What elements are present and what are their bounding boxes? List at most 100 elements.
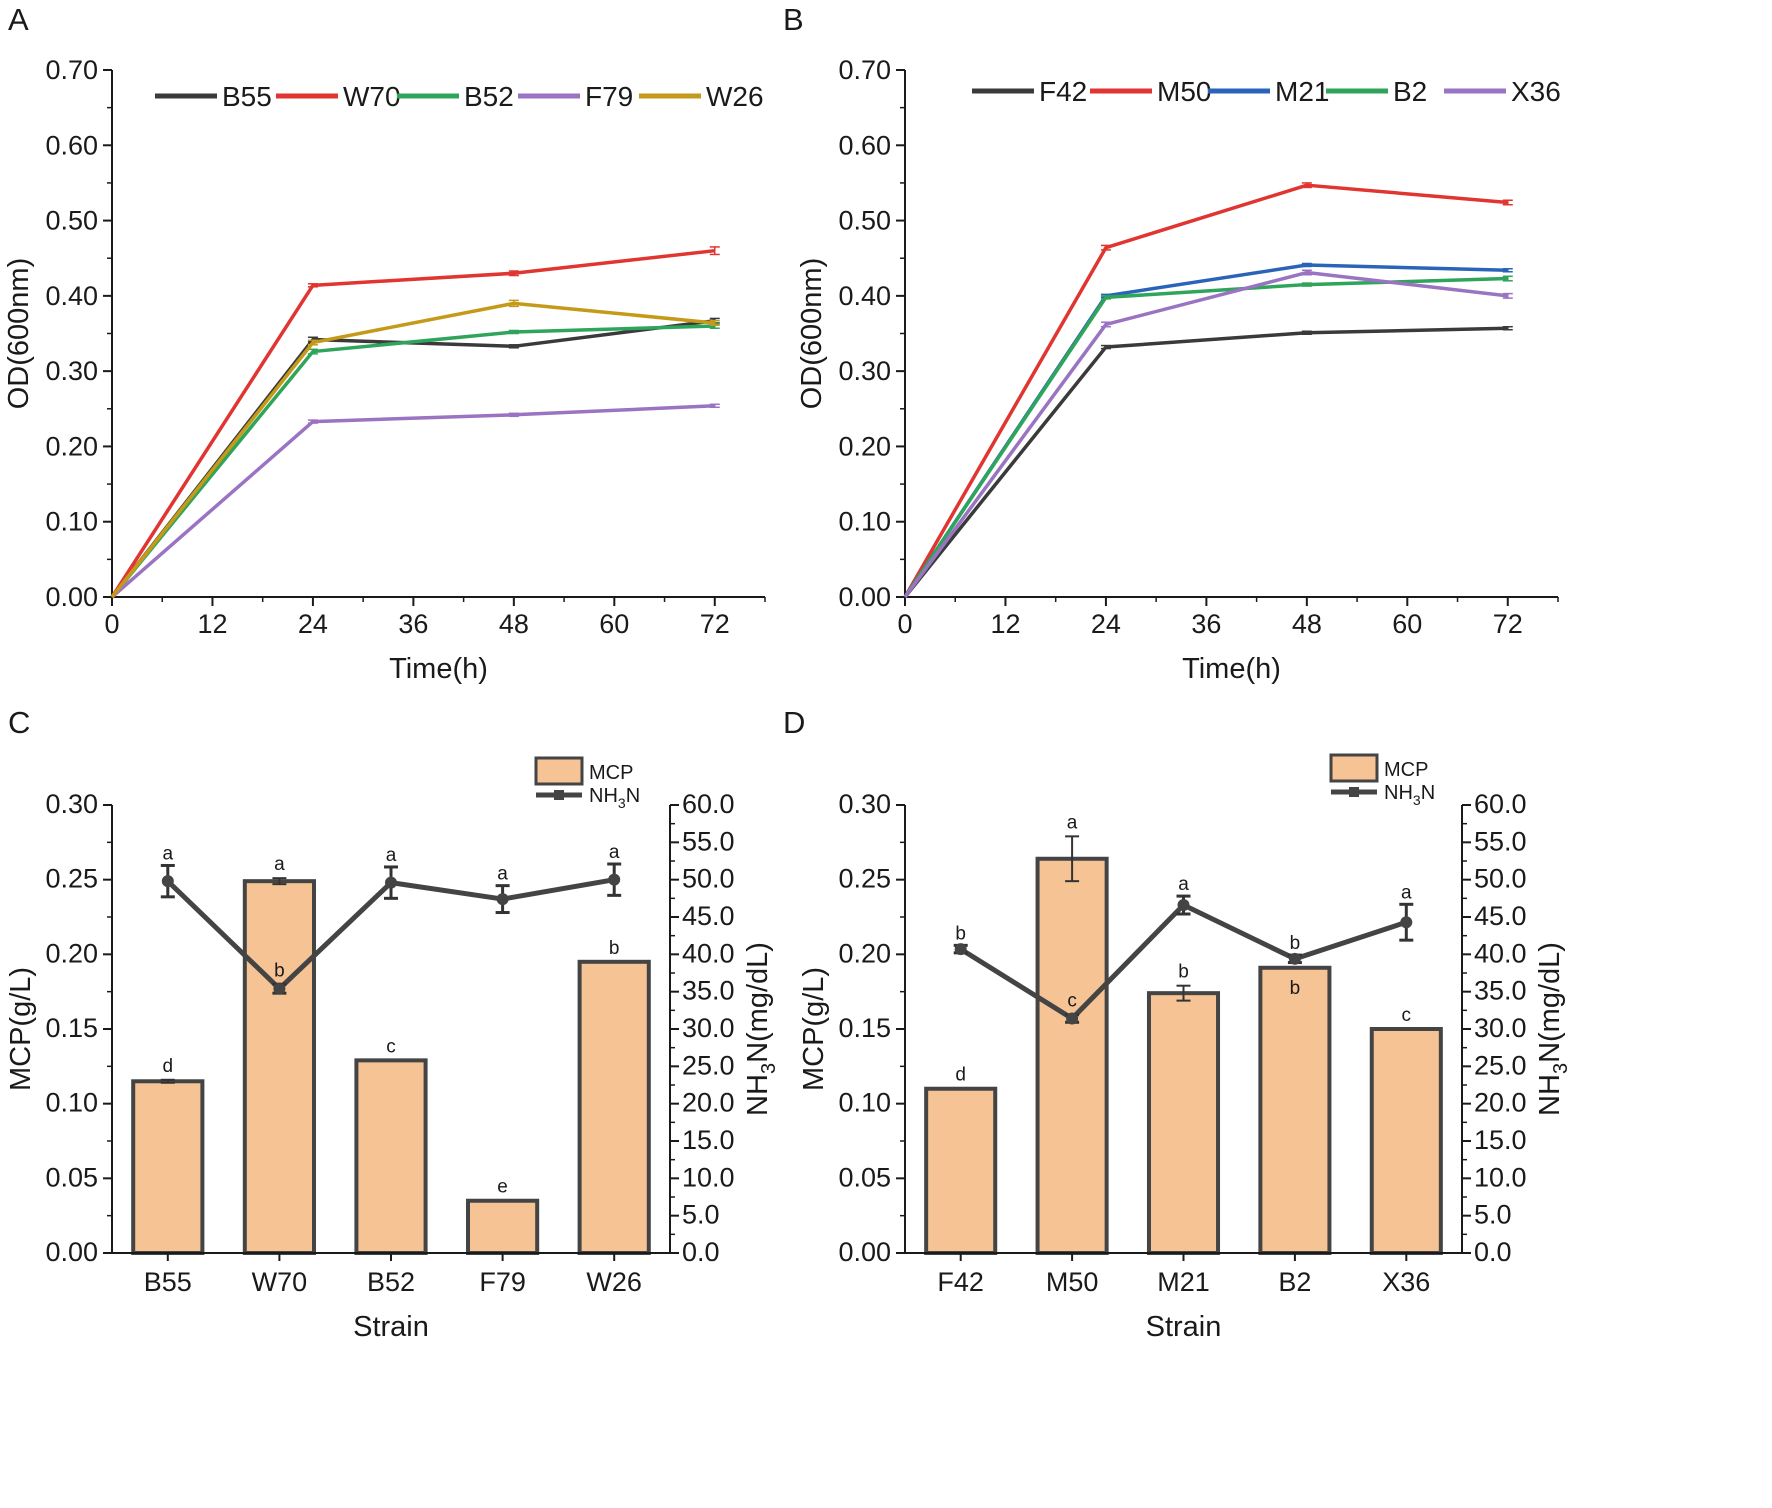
y2-tick-label: 10.0 <box>682 1162 735 1192</box>
legend-label-nh3n-sub: 3 <box>1413 792 1421 808</box>
x-tick-label: 72 <box>1493 609 1523 639</box>
x-axis-title: Strain <box>1146 1311 1222 1343</box>
legend-label-w70: W70 <box>343 81 401 112</box>
x-tick-label: 36 <box>398 609 428 639</box>
legend-marker-nh3n <box>554 790 564 800</box>
legend-label-m50: M50 <box>1157 76 1211 107</box>
y-tick-label: 0.05 <box>838 1162 891 1192</box>
y-tick-label: 0.40 <box>45 281 98 311</box>
bar-sig-letter: a <box>274 854 285 875</box>
y2-axis-title-sub: 3 <box>758 1063 780 1074</box>
y-tick-label: 0.30 <box>838 356 891 386</box>
nh3n-point-b55 <box>161 875 174 888</box>
series-f79 <box>110 403 720 599</box>
y2-tick-label: 35.0 <box>1474 976 1527 1006</box>
x-tick-label: B2 <box>1278 1267 1311 1297</box>
bar-sig-letter: d <box>163 1056 174 1077</box>
y-tick-label: 0.20 <box>838 431 891 461</box>
bar-sig-letter: b <box>1178 962 1189 983</box>
bar-b2 <box>1258 965 1332 1255</box>
x-tick-label: B55 <box>144 1267 192 1297</box>
y-tick-label: 0.10 <box>45 1088 98 1118</box>
legend-label-w26: W26 <box>706 81 764 112</box>
y2-axis-title: NH3N(mg/dL) <box>1534 942 1572 1116</box>
x-axis-title: Time(h) <box>1182 653 1281 685</box>
series-x36 <box>903 269 1513 599</box>
bar-sig-letter: a <box>1067 812 1078 833</box>
legend-label-b52: B52 <box>464 81 514 112</box>
legend-swatch-mcp <box>534 756 584 786</box>
legend-label-mcp: MCP <box>1384 759 1428 781</box>
y2-tick-label: 45.0 <box>1474 901 1527 931</box>
line-sig-letter: b <box>955 923 966 944</box>
y2-tick-label: 0.0 <box>1474 1237 1512 1267</box>
panel-letter: B <box>783 2 804 37</box>
y2-tick-label: 5.0 <box>682 1200 720 1230</box>
panel-c: C 0.00 0.05 0.10 0.15 0.20 0.25 0.30 0.0 5.0 10.0 1… <box>5 705 780 1343</box>
series-line <box>903 263 1508 598</box>
series-b52 <box>110 322 720 599</box>
nh3n-point-f42 <box>954 943 967 956</box>
y2-tick-label: 5.0 <box>1474 1200 1512 1230</box>
y-tick-label: 0.30 <box>45 356 98 386</box>
x-tick-label: W70 <box>252 1267 308 1297</box>
x-tick-label: 24 <box>1091 609 1121 639</box>
y-tick-label: 0.60 <box>838 130 891 160</box>
legend-label-nh3n: NH3N <box>1384 782 1435 808</box>
y2-axis-title-sub: 3 <box>1550 1063 1572 1074</box>
x-tick-label: B52 <box>367 1267 415 1297</box>
panel-b: B 0.00 0.10 0.20 0.30 0.40 0.50 0.60 0.70 0 12 24 36… <box>783 2 1561 685</box>
y2-tick-label: 50.0 <box>682 864 735 894</box>
x-tick-label: 12 <box>990 609 1020 639</box>
bar-w26 <box>577 959 651 1255</box>
y-tick-label: 0.25 <box>45 864 98 894</box>
y-tick-label: 0.30 <box>838 789 891 819</box>
panel-letter: C <box>8 705 30 740</box>
nh3n-point-b2 <box>1288 952 1301 965</box>
line-sig-letter: a <box>1401 882 1412 903</box>
legend-label-nh3n-rest: N <box>1421 782 1435 804</box>
y2-tick-label: 30.0 <box>1474 1013 1527 1043</box>
legend-marker-nh3n <box>1349 787 1359 797</box>
y2-axis-title-rest: N(mg/dL) <box>742 942 774 1063</box>
y-tick-label: 0.05 <box>45 1162 98 1192</box>
y2-tick-label: 35.0 <box>682 976 735 1006</box>
panel-a: A 0.00 0.10 0.20 0.30 0.40 0.50 0.60 0.70 0 12 24 36… <box>3 2 766 685</box>
y-tick-label: 0.60 <box>45 130 98 160</box>
legend-label-b2: B2 <box>1393 76 1427 107</box>
series-m21 <box>903 262 1513 598</box>
series-line <box>110 324 715 599</box>
legend-label-nh3n-main: NH <box>1384 782 1413 804</box>
bar-sig-letter: c <box>1402 1005 1412 1026</box>
y-tick-label: 0.10 <box>838 1088 891 1118</box>
y2-tick-label: 30.0 <box>682 1013 735 1043</box>
y-tick-label: 0.20 <box>45 431 98 461</box>
x-tick-label: X36 <box>1382 1267 1430 1297</box>
y-tick-label: 0.00 <box>838 582 891 612</box>
y2-tick-label: 20.0 <box>682 1088 735 1118</box>
legend-swatch-mcp <box>1329 753 1379 783</box>
bar-sig-letter: b <box>609 938 620 959</box>
line-sig-letter: a <box>497 864 508 885</box>
y2-axis-title-main: NH <box>1534 1074 1566 1116</box>
y2-tick-label: 15.0 <box>1474 1125 1527 1155</box>
line-sig-letter: b <box>274 961 285 982</box>
x-tick-label: F79 <box>479 1267 526 1297</box>
legend-label-nh3n-sub: 3 <box>618 795 626 811</box>
legend-label-nh3n-rest: N <box>626 785 640 807</box>
nh3n-point-m50 <box>1066 1012 1079 1025</box>
bar-x36 <box>1369 1027 1443 1255</box>
line-sig-letter: a <box>163 843 174 864</box>
nh3n-point-x36 <box>1400 916 1413 929</box>
y2-tick-label: 45.0 <box>682 901 735 931</box>
y-tick-label: 0.00 <box>45 1237 98 1267</box>
y-tick-label: 0.70 <box>45 55 98 85</box>
series-line <box>903 183 1508 598</box>
y-axis-title: OD(600nm) <box>3 258 35 410</box>
x-tick-label: 0 <box>897 609 912 639</box>
x-tick-label: W26 <box>586 1267 642 1297</box>
x-tick-label: F42 <box>937 1267 984 1297</box>
bar-b55 <box>131 1079 205 1256</box>
y-tick-label: 0.30 <box>45 789 98 819</box>
bar-sig-letter: c <box>386 1036 396 1057</box>
